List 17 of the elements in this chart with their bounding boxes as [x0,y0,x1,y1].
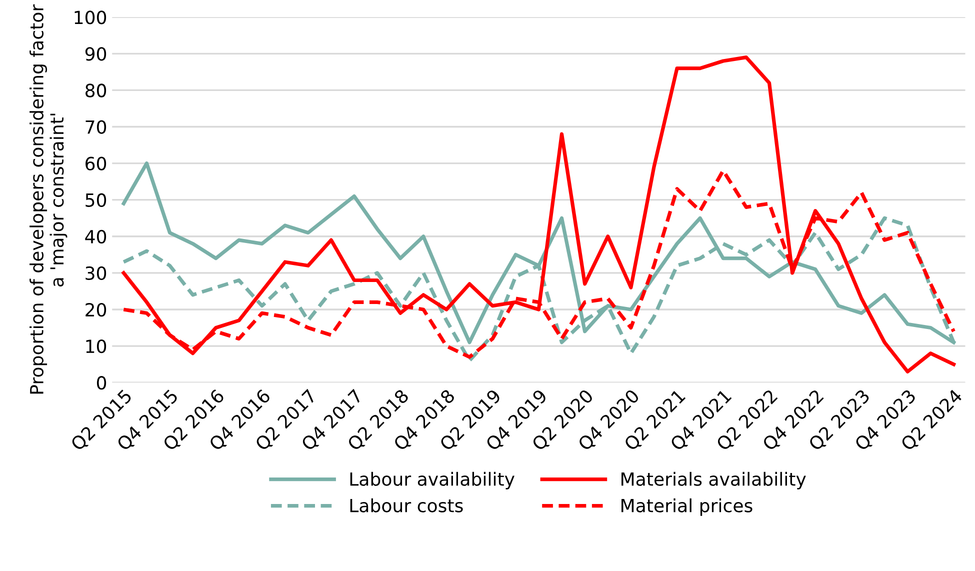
y-tick-label: 50 [86,193,106,207]
y-tick-label: 80 [86,84,106,98]
legend-label: Material prices [622,498,752,516]
legend-label: Materials availability [622,472,806,490]
y-tick-label: 10 [86,339,106,354]
y-axis-title: Proportion of developers considering factor a 'major constraint' [30,4,68,394]
y-tick-label: 70 [86,120,106,134]
y-tick-label: 40 [85,230,106,244]
legend-label: Labour availability [350,472,514,490]
y-tick-label: 30 [86,266,106,280]
y-tick-label: 60 [86,156,106,170]
y-tick-label: 20 [86,302,106,317]
y-tick-label: 100 [74,10,106,24]
legend-label: Labour costs [350,498,463,512]
line-series [122,56,956,374]
y-tick-label: 0 [96,376,106,390]
y-tick-label: 90 [85,47,106,61]
